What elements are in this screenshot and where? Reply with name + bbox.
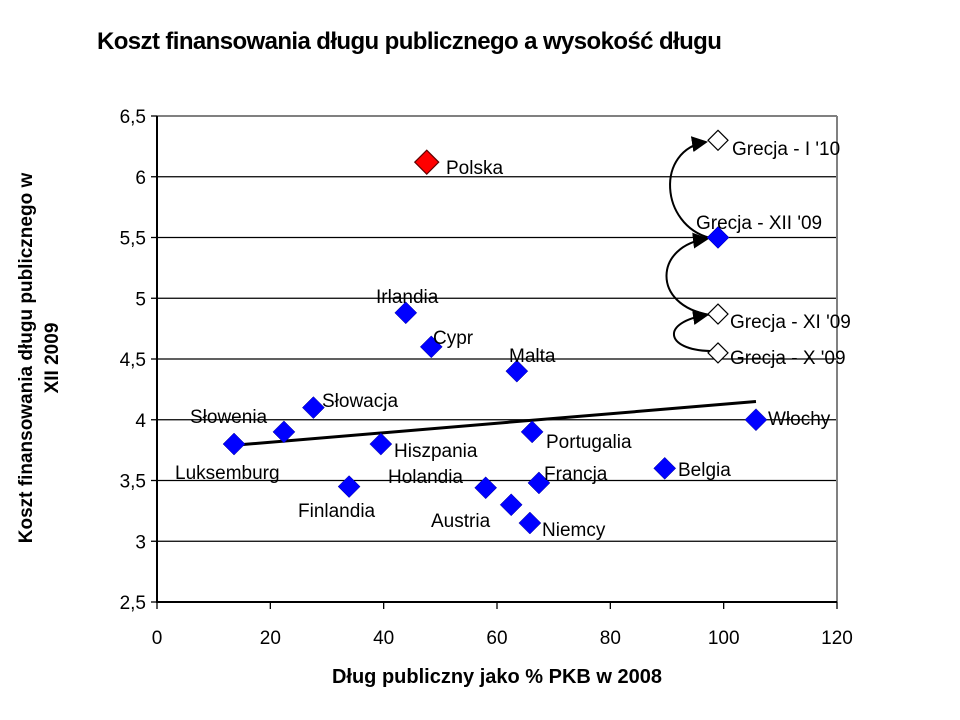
diamond-marker [744,408,768,432]
greece-arrows [665,136,711,352]
x-tick-label: 0 [152,628,163,649]
point-label: Cypr [433,328,474,349]
point-label: Malta [509,346,556,367]
diamond-marker [518,511,542,535]
point-label: Słowacja [322,391,398,412]
point-label: Luksemburg [175,463,280,484]
x-tick-label: 60 [486,628,507,649]
diamond-marker [706,226,730,249]
diamond-marker [369,432,393,456]
arrow-x-to-xi [673,309,711,352]
y-tick-label: 2,5 [120,593,146,614]
diamond-marker [394,301,418,325]
point-label: Grecja - X '09 [730,348,846,369]
trendline [233,400,757,447]
point-label: Irlandia [376,287,439,308]
y-tick-label: 6 [135,168,146,189]
x-tick-label: 40 [373,628,394,649]
gridlines [157,176,837,542]
point-label: Grecja - XII '09 [696,213,822,234]
diamond-marker [499,493,523,517]
diamond-marker [505,359,529,383]
diamond-marker [474,476,498,500]
y-tick-label: 5 [135,289,146,310]
point-label: Francja [544,464,608,485]
diamond-marker [272,420,296,444]
y-tick-label: 3,5 [120,472,146,493]
x-tick-label: 120 [821,628,853,649]
point-label: Polska [446,158,503,179]
diamond-marker [419,335,443,359]
point-label: Włochy [768,409,831,430]
point-label: Austria [431,511,491,532]
chart-title: Koszt finansowania długu publicznego a w… [97,28,722,55]
point-label: Holandia [388,467,463,488]
y-tick-label: 4 [135,411,146,432]
x-tick-label: 20 [260,628,281,649]
arrow-xi-to-xii [665,232,711,316]
x-tick-label: 80 [600,628,621,649]
point-label: Słowenia [190,407,268,428]
diamond-marker [707,303,729,325]
x-tick-label: 100 [708,628,740,649]
y-tick-label: 6,5 [120,107,146,128]
y-tick-label: 4,5 [120,350,146,371]
y-tick-label: 5,5 [120,229,146,250]
axes [151,115,838,609]
diamond-marker [520,420,544,444]
point-label: Niemcy [542,520,606,541]
tick-labels: 2,5 3 3,5 4 4,5 5 5,5 6 6,5 0 20 40 60 80 100 120 [120,107,853,649]
point-label: Grecja - XI '09 [730,312,851,333]
point-labels: Luksemburg Słowenia Słowacja Finlandia Hiszp… [175,139,851,541]
diamond-marker [707,129,729,152]
point-label: Hiszpania [394,441,478,462]
diamond-marker [527,471,551,495]
data-points [222,129,768,535]
x-axis-label: Dług publiczny jako % PKB w 2008 [331,666,663,688]
diamond-marker [653,456,677,480]
diamond-marker [222,432,246,456]
point-label: Grecja - I '10 [732,139,840,160]
diamond-marker [413,149,440,176]
arrow-xii-to-i [669,136,711,239]
diamond-marker [302,396,325,419]
point-label: Belgia [678,460,731,481]
diamond-marker [337,475,361,498]
diamond-marker [707,342,729,364]
point-label: Finlandia [298,501,376,522]
point-label: Portugalia [546,432,632,453]
trendline-line [233,400,757,447]
y-tick-label: 3 [135,532,146,553]
